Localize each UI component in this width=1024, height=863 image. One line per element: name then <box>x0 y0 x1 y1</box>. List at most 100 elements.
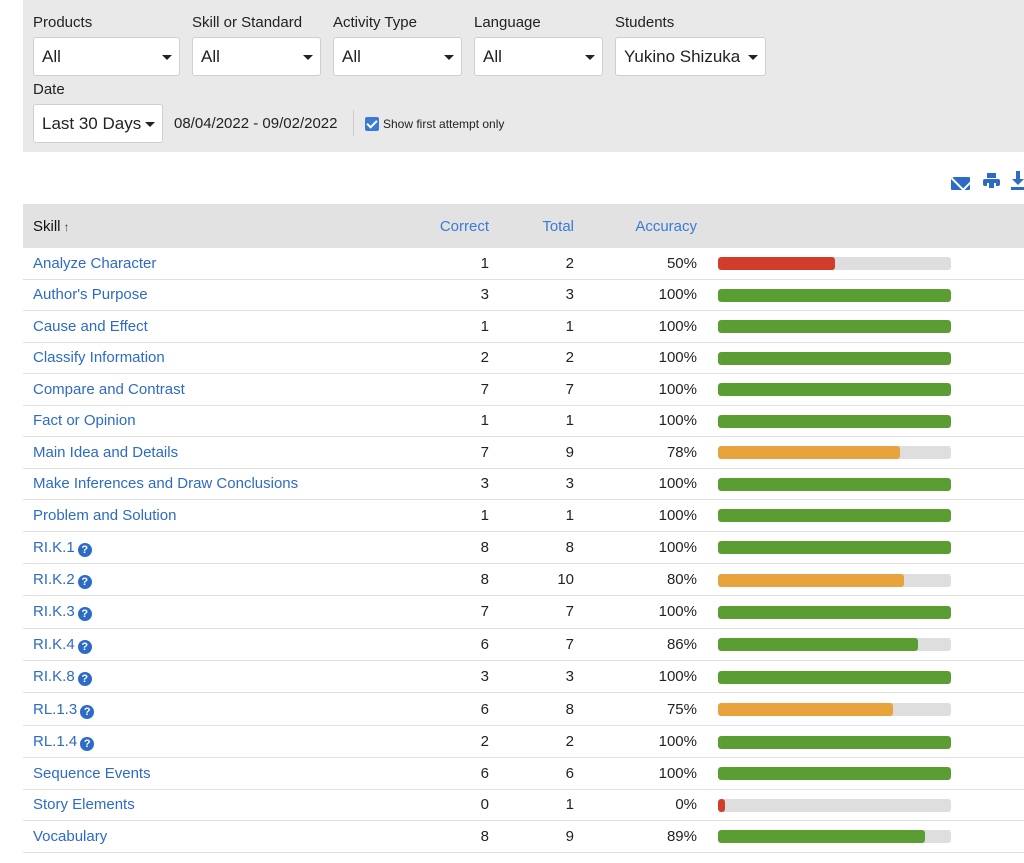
total-value: 1 <box>565 506 574 524</box>
print-icon[interactable] <box>983 173 1000 190</box>
skill-name[interactable]: Main Idea and Details <box>33 443 179 461</box>
help-icon[interactable]: ? <box>77 672 92 687</box>
skill-link[interactable]: Cause and Effect <box>33 318 148 335</box>
products-select[interactable]: All <box>33 37 180 76</box>
students-select-value: Yukino Shizuka <box>624 46 741 66</box>
skill-name[interactable]: Cause and Effect <box>33 317 148 335</box>
column-header-skill[interactable]: Skill ↑ <box>33 218 70 235</box>
skill-link[interactable]: Compare and Contrast <box>33 381 185 398</box>
help-icon[interactable]: ? <box>77 575 92 590</box>
column-header-correct[interactable]: Correct <box>439 218 489 235</box>
total-value: 8 <box>565 700 574 718</box>
help-icon[interactable]: ? <box>77 542 92 557</box>
skill-name[interactable]: Analyze Character <box>33 254 157 272</box>
accuracy-bar-fill <box>718 320 951 334</box>
skill-name[interactable]: RI.K.2 <box>33 571 75 589</box>
correct-value: 6 <box>480 700 489 718</box>
skill-link[interactable]: Fact or Opinion <box>33 412 136 429</box>
students-label: Students <box>615 14 675 31</box>
skill-name[interactable]: Story Elements <box>33 796 135 814</box>
skill-name[interactable]: RI.K.8 <box>33 668 75 686</box>
skill-link[interactable]: Analyze Character <box>33 255 156 272</box>
table-row: Problem and Solution 1 1 100% <box>23 500 1024 532</box>
skill-link[interactable]: RI.K.2? <box>33 571 92 590</box>
skill-name[interactable]: Problem and Solution <box>33 506 177 524</box>
skill-name[interactable]: Compare and Contrast <box>33 380 185 398</box>
skill-name[interactable]: Author's Purpose <box>33 286 148 304</box>
column-header-accuracy[interactable]: Accuracy <box>635 218 697 235</box>
skill-select[interactable]: All <box>192 37 321 76</box>
skill-name[interactable]: RL.1.3 <box>33 700 78 718</box>
skill-link[interactable]: Make Inferences and Draw Conclusions <box>33 475 298 492</box>
skill-link[interactable]: RI.K.4? <box>33 636 92 654</box>
skill-link[interactable]: Author's Purpose <box>33 286 148 303</box>
accuracy-bar-fill <box>718 446 900 460</box>
skills-table: Skill ↑ Correct Total Accuracy Analyze Ch… <box>23 204 1024 853</box>
skill-link[interactable]: RI.K.1? <box>33 539 92 557</box>
first-attempt-label[interactable]: Show first attempt only <box>383 117 505 131</box>
first-attempt-checkbox[interactable] <box>365 117 379 131</box>
sort-up-icon: ↑ <box>63 220 70 234</box>
skill-link[interactable]: Sequence Events <box>33 765 151 782</box>
skill-name[interactable]: Classify Information <box>33 349 165 367</box>
date-select[interactable]: Last 30 Days <box>33 104 163 143</box>
language-label: Language <box>474 14 541 31</box>
help-icon[interactable]: ? <box>80 704 95 719</box>
help-icon[interactable]: ? <box>77 607 92 622</box>
total-value: 2 <box>565 254 574 272</box>
correct-value: 1 <box>480 317 489 335</box>
skill-link[interactable]: RI.K.3? <box>33 603 92 622</box>
accuracy-bar-fill <box>718 351 951 365</box>
activity-select[interactable]: All <box>333 37 462 76</box>
accuracy-value: 100% <box>658 733 697 751</box>
skill-link[interactable]: RL.1.3? <box>33 700 95 719</box>
correct-value: 2 <box>480 733 489 751</box>
table-row: RL.1.4? 2 2 100% <box>23 726 1024 759</box>
table-row: RI.K.3? 7 7 100% <box>23 596 1024 629</box>
help-icon[interactable]: ? <box>77 639 92 654</box>
table-row: Compare and Contrast 7 7 100% <box>23 374 1024 406</box>
accuracy-value: 50% <box>666 254 697 272</box>
accuracy-value: 100% <box>658 668 697 686</box>
accuracy-bar <box>718 798 951 812</box>
skill-link[interactable]: Problem and Solution <box>33 507 176 524</box>
accuracy-bar <box>718 703 951 717</box>
products-select-value: All <box>42 46 61 66</box>
skill-link[interactable]: RI.K.8? <box>33 668 92 687</box>
total-value: 1 <box>565 796 574 814</box>
mail-icon[interactable] <box>951 177 970 190</box>
accuracy-bar-fill <box>718 509 951 523</box>
table-row: Story Elements 0 1 0% <box>23 790 1024 822</box>
skill-name[interactable]: Fact or Opinion <box>33 412 136 430</box>
skill-link[interactable]: Story Elements <box>33 796 135 813</box>
skill-link[interactable]: Classify Information <box>33 349 165 366</box>
total-value: 9 <box>565 443 574 461</box>
table-row: RL.1.3? 6 8 75% <box>23 693 1024 726</box>
column-header-total[interactable]: Total <box>542 218 574 235</box>
chevron-down-icon <box>145 122 155 127</box>
skill-name[interactable]: Vocabulary <box>33 827 108 845</box>
accuracy-bar <box>718 288 951 302</box>
skill-name[interactable]: Make Inferences and Draw Conclusions <box>33 475 299 493</box>
accuracy-value: 0% <box>675 796 697 814</box>
skill-name[interactable]: RI.K.1 <box>33 538 75 556</box>
help-icon[interactable]: ? <box>80 737 95 752</box>
accuracy-value: 100% <box>658 764 697 782</box>
language-select-value: All <box>483 46 502 66</box>
accuracy-value: 75% <box>666 700 697 718</box>
accuracy-bar-fill <box>718 703 893 717</box>
skill-link[interactable]: RL.1.4? <box>33 733 95 752</box>
skill-name[interactable]: RL.1.4 <box>33 733 78 751</box>
download-icon[interactable] <box>1011 171 1024 190</box>
skill-link[interactable]: Main Idea and Details <box>33 444 178 461</box>
students-select[interactable]: Yukino Shizuka <box>615 37 766 76</box>
skill-name[interactable]: RI.K.4 <box>33 635 75 653</box>
skill-name[interactable]: Sequence Events <box>33 764 151 782</box>
accuracy-value: 100% <box>658 286 697 304</box>
accuracy-value: 80% <box>666 571 697 589</box>
language-select[interactable]: All <box>474 37 603 76</box>
skill-name[interactable]: RI.K.3 <box>33 603 75 621</box>
accuracy-bar-fill <box>718 735 951 749</box>
skill-link[interactable]: Vocabulary <box>33 828 107 845</box>
chevron-down-icon <box>585 55 595 60</box>
